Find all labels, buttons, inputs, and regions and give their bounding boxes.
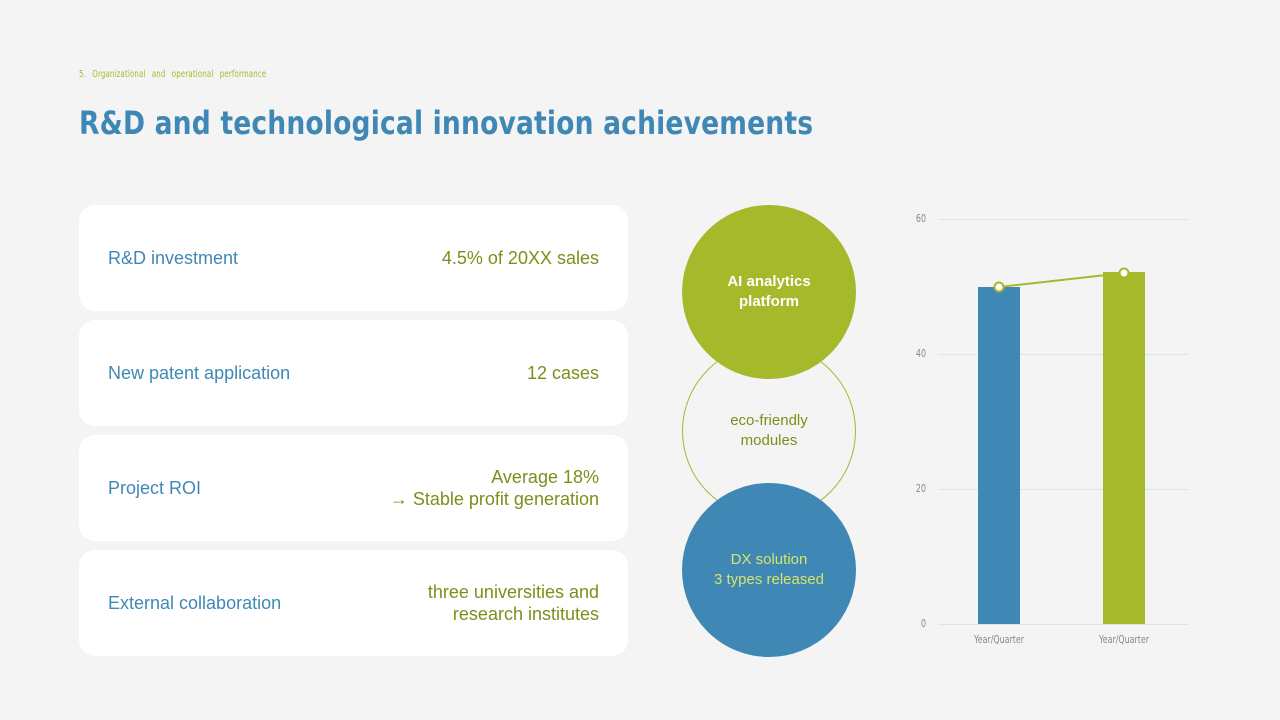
bar-line-chart: 60 40 20 0 Year/Quarter Year/Quarter — [900, 200, 1200, 660]
y-tick: 20 — [915, 482, 926, 495]
section-label: 5. Organizational and operational perfor… — [79, 69, 267, 80]
page-title: R&D and technological innovation achieve… — [79, 104, 814, 142]
x-axis-line — [938, 624, 1188, 625]
gridline — [938, 219, 1188, 220]
x-tick: Year/Quarter — [1099, 633, 1149, 646]
metrics-card-list: R&D investment 4.5% of 20XX sales New pa… — [79, 205, 628, 665]
metric-label: Project ROI — [108, 477, 202, 498]
metric-card-collaboration: External collaboration three universitie… — [79, 550, 628, 656]
x-tick: Year/Quarter — [974, 633, 1024, 646]
circle-ai-platform: AI analytics platform — [682, 205, 856, 379]
trend-line — [993, 267, 1130, 293]
y-tick: 40 — [915, 347, 926, 360]
gridline — [938, 354, 1188, 355]
metric-card-rd-investment: R&D investment 4.5% of 20XX sales — [79, 205, 628, 311]
metric-label: New patent application — [108, 362, 291, 383]
y-tick: 60 — [915, 212, 926, 225]
gridline — [938, 489, 1188, 490]
metric-value: three universities and research institut… — [427, 582, 599, 624]
metric-card-patent: New patent application 12 cases — [79, 320, 628, 426]
bar-2 — [1103, 272, 1145, 624]
metric-value: 12 cases — [526, 363, 599, 383]
y-tick: 0 — [920, 617, 926, 630]
metric-value: 4.5% of 20XX sales — [441, 248, 599, 268]
metric-label: R&D investment — [108, 247, 239, 268]
circle-dx-solution: DX solution 3 types released — [682, 483, 856, 657]
bar-1 — [978, 287, 1020, 624]
metric-label: External collaboration — [108, 592, 282, 613]
metric-card-roi: Project ROI Average 18% → Stable profit … — [79, 435, 628, 541]
metric-value: Average 18% → Stable profit generation — [389, 467, 599, 509]
